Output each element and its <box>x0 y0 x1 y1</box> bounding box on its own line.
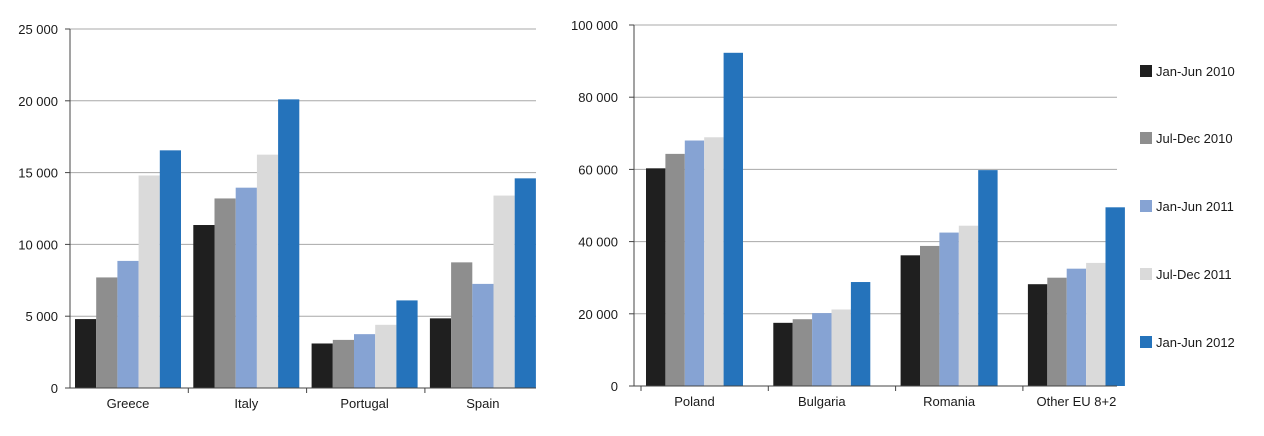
legend-swatch <box>1140 268 1152 280</box>
right-chart-bar-poland-s1 <box>646 168 666 386</box>
left-chart-bar-portugal-s3 <box>354 334 376 388</box>
legend-label: Jan-Jun 2012 <box>1156 335 1235 350</box>
right-chart-bar-poland-s2 <box>665 153 685 386</box>
legend-swatch <box>1140 200 1152 212</box>
right-chart-bar-romania-s1 <box>900 255 920 386</box>
right-chart-category-label: Bulgaria <box>798 394 846 409</box>
right-chart-bar-other-eu-8-2-s1 <box>1027 284 1048 386</box>
right-chart-y-tick-label: 100 000 <box>571 18 618 33</box>
left-chart-bar-spain-s1 <box>429 318 452 388</box>
left-chart-y-tick-label: 5 000 <box>25 309 58 324</box>
left-chart-bar-portugal-s5 <box>396 300 418 388</box>
right-chart-bar-other-eu-8-2-s2 <box>1047 277 1067 386</box>
left-chart-y-tick-label: 0 <box>51 381 58 396</box>
left-chart-y-tick-label: 20 000 <box>18 94 58 109</box>
left-chart-y-tick-label: 10 000 <box>18 237 58 252</box>
right-chart-bar-poland-s3 <box>684 140 705 386</box>
right-chart-bar-bulgaria-s5 <box>850 282 871 386</box>
left-chart-bar-portugal-s1 <box>311 343 333 388</box>
left-chart-bar-portugal-s4 <box>375 324 397 388</box>
legend-label: Jan-Jun 2011 <box>1156 199 1234 214</box>
legend-label: Jul-Dec 2011 <box>1156 267 1232 282</box>
left-chart-bar-spain-s4 <box>493 195 515 388</box>
right-chart-bar-bulgaria-s4 <box>831 309 851 386</box>
legend-swatch <box>1140 65 1152 77</box>
left-chart-bar-greece-s2 <box>96 277 118 388</box>
right-chart-bar-romania-s5 <box>978 170 998 386</box>
left-chart-bar-greece-s3 <box>117 260 139 388</box>
left-chart-bar-greece-s1 <box>75 319 97 388</box>
right-chart-bar-poland-s4 <box>704 137 724 386</box>
right-chart-bar-romania-s3 <box>939 232 959 386</box>
left-chart-category-label: Greece <box>107 396 150 411</box>
legend-label: Jan-Jun 2010 <box>1156 64 1235 79</box>
right-chart-bar-other-eu-8-2-s5 <box>1105 207 1125 386</box>
right-chart-bar-other-eu-8-2-s3 <box>1066 268 1087 386</box>
left-chart-y-tick-label: 25 000 <box>18 22 58 37</box>
right-chart-bar-romania-s4 <box>958 225 979 386</box>
right-chart-bar-bulgaria-s3 <box>812 313 832 386</box>
left-chart-bar-italy-s1 <box>193 225 215 388</box>
legend-swatch <box>1140 336 1152 348</box>
right-chart-y-tick-label: 60 000 <box>578 162 618 177</box>
right-chart-bar-romania-s2 <box>920 245 940 386</box>
left-chart-bar-greece-s4 <box>138 175 160 388</box>
legend-swatch <box>1140 132 1152 144</box>
left-chart-bar-italy-s5 <box>278 99 300 388</box>
right-chart-bar-bulgaria-s2 <box>792 319 813 386</box>
right-chart-category-label: Poland <box>674 394 714 409</box>
right-chart-bar-other-eu-8-2-s4 <box>1086 262 1106 386</box>
left-chart-bar-spain-s2 <box>451 262 473 388</box>
right-chart-bar-bulgaria-s1 <box>773 322 793 386</box>
right-chart-bar-poland-s5 <box>723 52 743 387</box>
right-chart-category-label: Romania <box>923 394 976 409</box>
left-chart-category-label: Portugal <box>340 396 389 411</box>
right-chart-y-tick-label: 80 000 <box>578 90 618 105</box>
left-chart-bar-italy-s2 <box>214 198 236 388</box>
left-chart-category-label: Spain <box>466 396 499 411</box>
left-chart-category-label: Italy <box>234 396 258 411</box>
left-chart-bar-portugal-s2 <box>332 339 354 388</box>
right-chart-category-label: Other EU 8+2 <box>1036 394 1116 409</box>
left-chart-bar-italy-s4 <box>256 154 279 388</box>
left-chart-y-tick-label: 15 000 <box>18 166 58 181</box>
left-chart-bar-spain-s3 <box>472 283 494 388</box>
left-chart-bar-greece-s5 <box>159 150 181 388</box>
right-chart-y-tick-label: 40 000 <box>578 235 618 250</box>
left-chart-bar-spain-s5 <box>514 178 536 388</box>
left-chart-bar-italy-s3 <box>235 187 257 388</box>
right-chart-y-tick-label: 0 <box>611 379 618 394</box>
right-chart-y-tick-label: 20 000 <box>578 307 618 322</box>
legend-label: Jul-Dec 2010 <box>1156 131 1233 146</box>
